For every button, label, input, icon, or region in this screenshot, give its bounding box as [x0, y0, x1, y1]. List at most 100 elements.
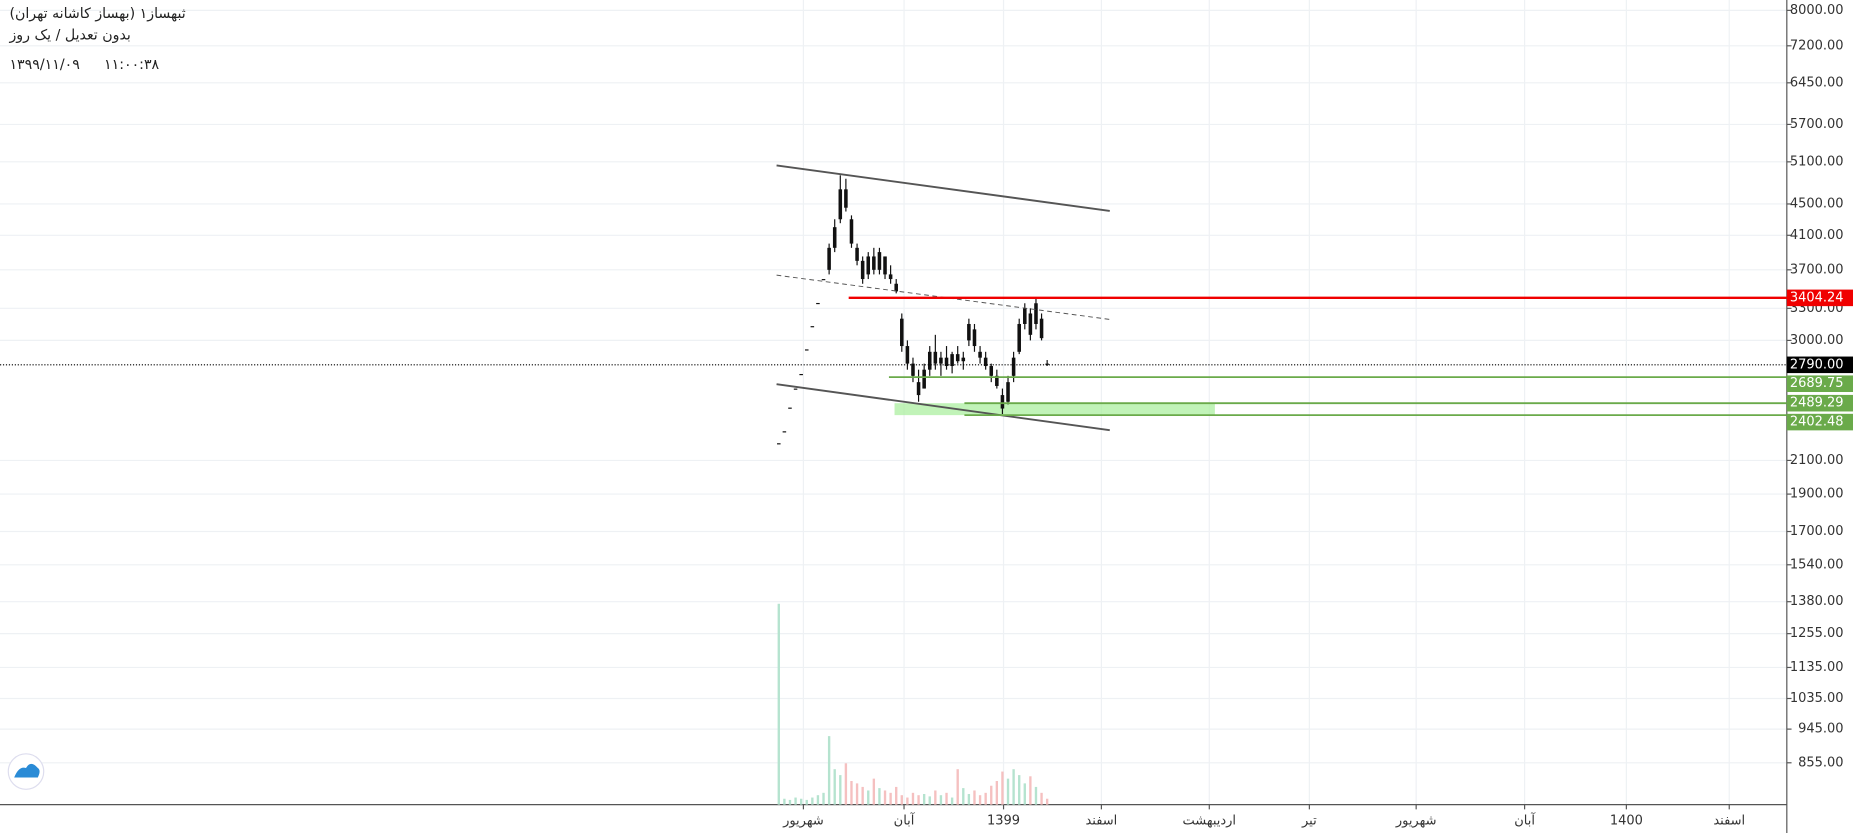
candle-body [1011, 357, 1016, 376]
volume-bar [967, 794, 971, 805]
volume-bar [833, 769, 836, 805]
volume-bar [799, 798, 803, 805]
volume-bar [990, 785, 993, 805]
support-zone [894, 403, 1215, 416]
candle-body [927, 351, 932, 370]
volume-bar [1023, 783, 1026, 805]
candle-body [804, 349, 809, 351]
x-tick-label: اردیبهشت [1183, 814, 1237, 829]
volume-bar [900, 795, 903, 805]
x-tick-label: 1399 [987, 814, 1020, 829]
y-tick-label: 1540.00 [1790, 557, 1844, 572]
y-tick-label: 1380.00 [1790, 594, 1844, 609]
candle-body [855, 247, 859, 261]
x-tick-label: اسفند [1713, 814, 1745, 829]
candle-body [872, 256, 876, 270]
price-label-box [1786, 413, 1853, 431]
candle-body [866, 256, 871, 275]
candle-body [967, 323, 971, 341]
volume-bar [822, 792, 825, 805]
trendline [776, 383, 1110, 432]
candle-body [900, 318, 904, 347]
candle-body [983, 357, 988, 367]
subtitle: بدون تعدیل / یک روز [8, 27, 130, 43]
x-tick-label: 1400 [1610, 814, 1643, 829]
price-label-box [1786, 375, 1853, 392]
x-tick-label: شهریور [1395, 814, 1437, 829]
volume-bar [984, 792, 987, 805]
volume-bar [934, 790, 937, 805]
candle-body [1017, 323, 1021, 352]
y-tick-label: 1135.00 [1790, 660, 1844, 675]
y-tick-label: 8000.00 [1790, 3, 1844, 18]
price-label-box [1786, 394, 1853, 412]
volume-bar [777, 603, 780, 805]
price-label: 2790.00 [1790, 357, 1844, 372]
volume-bar [883, 790, 887, 805]
volume-bar [788, 799, 792, 805]
volume-bar [1040, 792, 1043, 805]
logo[interactable] [7, 753, 45, 790]
y-tick-label: 855.00 [1798, 755, 1843, 770]
candle-body [1000, 395, 1005, 409]
candle-body [911, 363, 915, 376]
x-tick-label: آبان [894, 812, 916, 829]
volume-bar [889, 792, 892, 805]
candle-body [821, 279, 826, 281]
y-tick-label: 1700.00 [1790, 524, 1844, 539]
candle-body [1045, 363, 1049, 365]
y-tick-label: 1255.00 [1790, 626, 1844, 641]
volume-bar [1029, 776, 1032, 805]
volume-bar [945, 792, 948, 805]
candle-body [961, 357, 966, 362]
volume-bar [1012, 769, 1015, 805]
y-tick-label: 3000.00 [1790, 333, 1844, 348]
candle-body [827, 247, 831, 270]
volume-bar [939, 795, 943, 805]
volume-bar [816, 795, 820, 805]
candle-body [950, 354, 954, 367]
price-label-box [1786, 289, 1853, 307]
symbol-title: ثبهساز۱ (بهساز کاشانه تهران) [9, 6, 185, 22]
volume-bar [956, 769, 959, 805]
date: ۱۳۹۹/۱۱/۰۹ [9, 57, 79, 73]
price-label-box [1786, 356, 1853, 374]
volume-bar [867, 790, 870, 805]
volume-bar [1001, 771, 1004, 805]
volume-bar [1034, 786, 1038, 805]
volume-bar [922, 794, 926, 805]
volume-bar [950, 797, 954, 805]
candle-body [860, 260, 865, 280]
volume-bar [794, 797, 797, 805]
candle-body [1006, 382, 1010, 402]
y-tick-label: 1900.00 [1790, 487, 1844, 502]
time: ۱۱:۰۰:۳۸ [104, 57, 160, 73]
candle-body [922, 369, 926, 389]
y-tick-label: 5700.00 [1790, 117, 1844, 132]
logo-icon[interactable] [14, 763, 40, 778]
volume-bar [995, 781, 999, 805]
x-tick-label: شهریور [782, 814, 824, 829]
candle-body [844, 189, 848, 208]
candle-body [810, 326, 815, 328]
volume-bar [844, 763, 848, 805]
x-tick-label: تیر [1301, 814, 1317, 829]
candle-body [883, 256, 887, 275]
candle-body [888, 274, 893, 280]
volume-bar [928, 796, 931, 805]
candle-body [793, 388, 798, 390]
candle-body [788, 407, 792, 409]
volume-bar [1045, 798, 1049, 805]
x-tick-label: آبان [1514, 812, 1536, 829]
volume-bar [911, 792, 915, 805]
price-label: 2402.48 [1790, 415, 1844, 430]
candle-body [995, 375, 999, 386]
candle-body [939, 357, 943, 364]
y-tick-label: 945.00 [1798, 722, 1843, 737]
x-tick-label: اسفند [1085, 814, 1117, 829]
candle-body [877, 252, 882, 270]
volume-bar [811, 797, 814, 805]
y-tick-label: 3700.00 [1790, 262, 1844, 277]
